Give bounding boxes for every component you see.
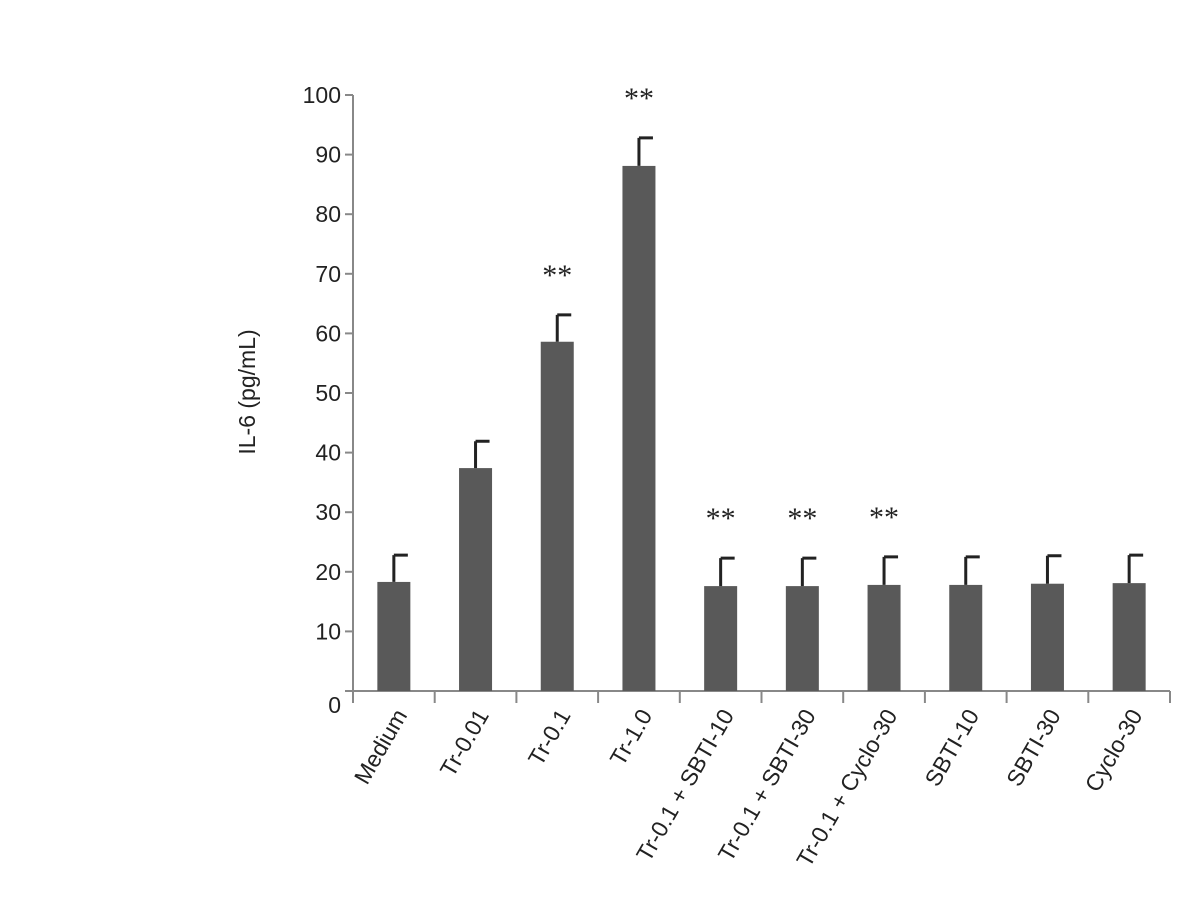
annotation: ** bbox=[624, 82, 654, 115]
error-bar bbox=[392, 553, 408, 582]
error-bar bbox=[1045, 554, 1062, 584]
bar bbox=[459, 468, 493, 691]
error-bar bbox=[964, 555, 980, 585]
annotation: ** bbox=[869, 501, 899, 534]
annotation: ** bbox=[542, 259, 572, 292]
bar bbox=[622, 165, 656, 691]
y-tick-label: 0 bbox=[328, 692, 341, 718]
x-tick-label: SBTI-30 bbox=[1001, 705, 1066, 791]
bar bbox=[949, 584, 983, 691]
bar bbox=[540, 341, 574, 691]
error-bar bbox=[637, 136, 653, 166]
bar bbox=[867, 584, 901, 691]
x-tick-label: Tr-0.1 bbox=[523, 705, 576, 770]
bar bbox=[1030, 583, 1064, 691]
x-tick-label: Tr-1.0 bbox=[605, 705, 658, 770]
error-bar bbox=[719, 556, 735, 587]
y-tick-label: 60 bbox=[315, 320, 341, 346]
x-tick-label: Cyclo-30 bbox=[1080, 705, 1148, 797]
y-tick-label: 20 bbox=[315, 559, 341, 585]
annotation: ** bbox=[787, 502, 817, 535]
x-tick-label: SBTI-10 bbox=[919, 705, 984, 791]
bar bbox=[704, 586, 738, 691]
y-tick-label: 100 bbox=[303, 82, 341, 108]
error-bar bbox=[882, 555, 899, 585]
x-tick-label: Medium bbox=[349, 705, 412, 789]
y-tick-label: 40 bbox=[315, 440, 341, 466]
y-axis-label: IL-6 (pg/mL) bbox=[234, 329, 260, 454]
error-bar bbox=[474, 439, 490, 469]
bar bbox=[377, 581, 411, 691]
y-tick-label: 50 bbox=[315, 380, 341, 406]
bar bbox=[785, 586, 819, 691]
bar bbox=[1112, 583, 1146, 691]
annotation: ** bbox=[706, 502, 736, 535]
y-tick-label: 80 bbox=[315, 201, 341, 227]
y-tick-label: 90 bbox=[315, 142, 341, 168]
y-tick-label: 30 bbox=[315, 499, 341, 525]
x-tick-label: Tr-0.01 bbox=[435, 705, 494, 781]
y-tick-label: 70 bbox=[315, 261, 341, 287]
y-tick-label: 10 bbox=[315, 618, 341, 644]
error-bar bbox=[1127, 553, 1144, 584]
error-bar bbox=[555, 313, 572, 342]
error-bar bbox=[800, 556, 817, 587]
